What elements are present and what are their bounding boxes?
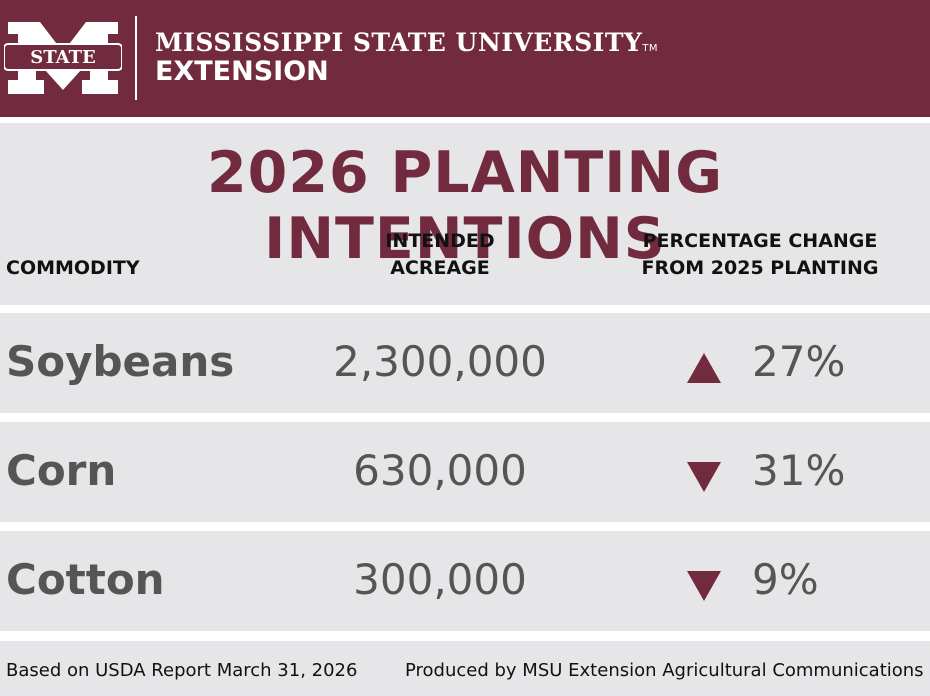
logo-text: STATE [30, 47, 96, 68]
change: 27% [752, 337, 846, 386]
commodity: Soybeans [6, 337, 235, 386]
row-band [0, 313, 930, 413]
commodity: Corn [6, 446, 117, 495]
logo: STATE [4, 22, 122, 94]
unit-name: EXTENSION [155, 56, 329, 87]
header: STATE MISSISSIPPI STATE UNIVERSITYTM EXT… [0, 0, 930, 117]
change: 9% [752, 555, 819, 604]
trademark: TM [642, 43, 659, 54]
direction-arrow [687, 571, 721, 601]
footer-source: Based on USDA Report March 31, 2026 [6, 660, 358, 681]
column-header: PERCENTAGE CHANGE FROM 2025 PLANTING [641, 230, 879, 279]
row-band [0, 531, 930, 631]
title: 2026 PLANTING INTENTIONS [207, 140, 723, 272]
column-header: INTENDED ACREAGE [385, 230, 495, 279]
university: MISSISSIPPI STATE UNIVERSITY [155, 28, 643, 57]
title-band [0, 123, 930, 305]
divider [135, 16, 137, 100]
footer-band [0, 641, 930, 696]
column-header: COMMODITY [6, 257, 140, 279]
footer-credit: Produced by MSU Extension Agricultural C… [405, 660, 924, 681]
acreage: 300,000 [353, 555, 527, 604]
university-name: MISSISSIPPI STATE UNIVERSITYTM [155, 28, 658, 57]
acreage: 630,000 [353, 446, 527, 495]
direction-arrow [687, 353, 721, 383]
acreage: 2,300,000 [333, 337, 547, 386]
direction-arrow [687, 462, 721, 492]
commodity: Cotton [6, 555, 165, 604]
change: 31% [752, 446, 846, 495]
row-band [0, 422, 930, 522]
